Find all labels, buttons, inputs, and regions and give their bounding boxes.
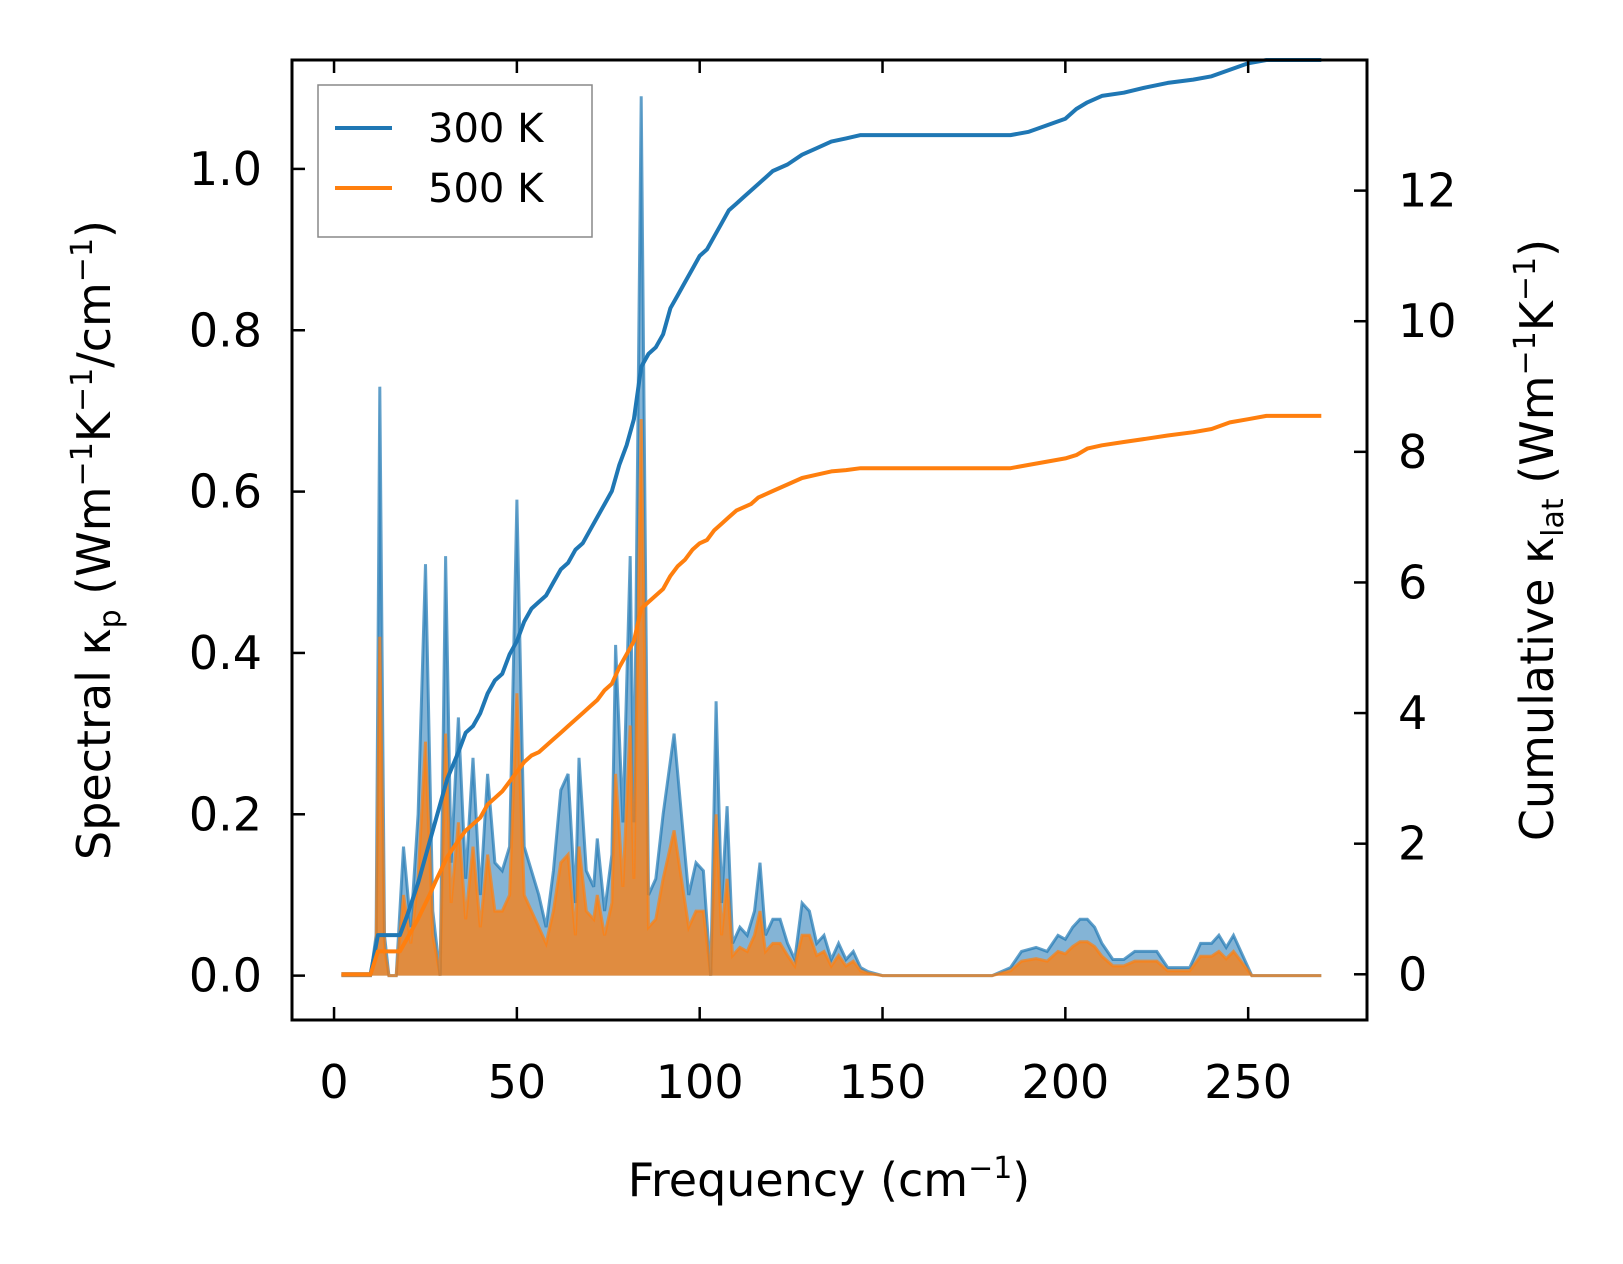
y-left-title-part-7: −1 — [65, 238, 100, 282]
y-right-title-part-1: lat — [1536, 498, 1571, 537]
x-axis-title-main: Frequency (cm — [628, 1153, 968, 1207]
y-right-title-part-5: −1 — [1508, 257, 1543, 301]
x-tick-label: 250 — [1204, 1055, 1292, 1109]
cumulative-lines-group — [341, 58, 1322, 977]
y-right-title-part-0: Cumulative κ — [1510, 537, 1564, 841]
legend: 300 K 500 K — [317, 84, 593, 238]
y-right-title-part-3: −1 — [1508, 331, 1543, 375]
y-right-tick-label: 10 — [1398, 294, 1457, 348]
y-right-tick-label: 0 — [1398, 947, 1427, 1001]
spectral-lines-group — [341, 96, 1322, 978]
tick-marks-group — [292, 60, 1367, 1020]
y-right-title-part-4: K — [1510, 299, 1564, 331]
y-left-axis-title: Spectral κp (Wm−1K−1/cm−1) — [65, 220, 128, 860]
y-left-tick-label: 0.2 — [189, 787, 262, 841]
y-right-title-part-6: ) — [1510, 239, 1564, 257]
y-left-tick-label: 0.4 — [189, 626, 262, 680]
x-tick-label: 50 — [488, 1055, 547, 1109]
y-left-tick-label: 0.8 — [189, 303, 262, 357]
y-right-tick-label: 12 — [1398, 164, 1457, 218]
y-left-title-part-8: ) — [67, 220, 121, 238]
y-right-title-part-2: (Wm — [1510, 375, 1564, 498]
y-left-title-part-4: K — [67, 410, 121, 442]
y-left-tick-label: 1.0 — [189, 142, 262, 196]
spectral-line-500k — [341, 418, 1322, 978]
legend-box — [317, 84, 593, 238]
tick-labels-group: 0 50 100 150 200 250 0.0 0.2 0.4 0.6 0.8 1.0 0 2 4 6 8 10… — [189, 142, 1457, 1109]
x-tick-label: 150 — [839, 1055, 927, 1109]
y-right-axis-title: Cumulative κlat (Wm−1K−1) — [1508, 239, 1571, 841]
cumulative-line-300k — [341, 58, 1322, 977]
legend-label-300k: 300 K — [428, 106, 545, 152]
y-left-title-part-5: −1 — [65, 368, 100, 412]
y-left-title-part-3: −1 — [65, 442, 100, 486]
x-tick-label: 100 — [656, 1055, 744, 1109]
y-left-tick-label: 0.6 — [189, 465, 262, 519]
y-left-title-part-0: Spectral κ — [67, 628, 121, 860]
y-left-title-part-2: (Wm — [67, 486, 121, 609]
spectral-fill-500k — [341, 419, 1322, 976]
y-left-tick-label: 0.0 — [189, 949, 262, 1003]
y-right-tick-label: 8 — [1398, 425, 1427, 479]
x-axis-title-close: ) — [1012, 1153, 1030, 1207]
y-left-title-part-6: /cm — [67, 282, 121, 368]
x-axis-title-sup: −1 — [968, 1151, 1012, 1186]
spectral-line-300k — [341, 96, 1322, 978]
cumulative-line-500k — [341, 413, 1322, 977]
spectral-fill-500k-group — [341, 419, 1322, 976]
y-right-tick-label: 4 — [1398, 686, 1427, 740]
x-axis-title: Frequency (cm−1) — [628, 1151, 1031, 1207]
legend-label-500k: 500 K — [428, 166, 545, 212]
y-left-title-part-1: p — [93, 609, 128, 628]
y-right-tick-label: 6 — [1398, 555, 1427, 609]
x-tick-label: 200 — [1021, 1055, 1109, 1109]
x-tick-label: 0 — [319, 1055, 348, 1109]
y-right-tick-label: 2 — [1398, 817, 1427, 871]
plot-frame — [290, 58, 1369, 1022]
